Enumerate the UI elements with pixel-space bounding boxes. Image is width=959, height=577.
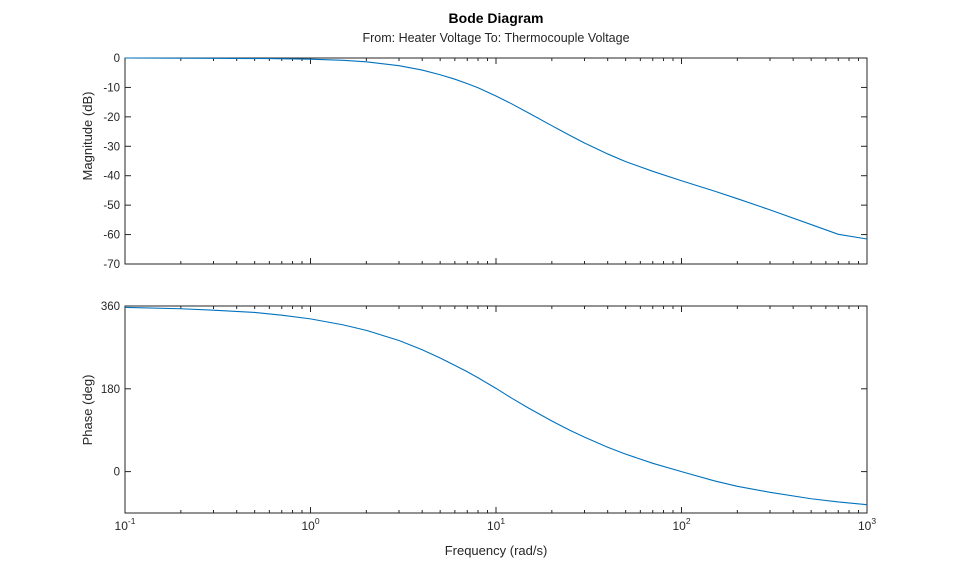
frequency-tick-labels: 10-1 100 101 102 103 [115,516,877,533]
y-axis-label: Phase (deg) [80,375,95,446]
y-tick-label: 180 [101,384,120,396]
phase-panel: 360 180 0 Phase (deg) [80,301,868,514]
y-axis-label: Magnitude (dB) [80,92,95,181]
chart-subtitle: From: Heater Voltage To: Thermocouple Vo… [362,31,630,45]
x-axis-label: Frequency (rad/s) [445,543,548,558]
chart-title: Bode Diagram [448,10,544,26]
x-tick-exponent: 3 [871,516,876,526]
y-tick-label: -20 [103,112,120,124]
y-tick-label: -10 [103,82,120,94]
x-tick-label: 102 [672,516,690,533]
x-tick-label: 100 [301,516,319,533]
x-tick-label: 103 [858,516,876,533]
x-tick-exponent: 0 [315,516,320,526]
y-tick-label: -60 [103,230,120,242]
x-tick-label: 101 [487,516,505,533]
y-tick-label: 0 [114,467,120,479]
series-line [124,57,868,240]
y-tick-label: -40 [103,171,120,183]
x-tick-exponent: 1 [500,516,505,526]
y-tick-label: -50 [103,200,120,212]
x-tick-base: 10 [858,519,872,533]
axes-box [124,305,868,514]
y-tick-label: -30 [103,141,120,153]
x-tick-exponent: -1 [128,516,136,526]
y-tick-label: -70 [103,259,120,271]
x-tick-base: 10 [672,519,686,533]
axes-box [124,57,868,265]
x-tick-base: 10 [487,519,501,533]
x-tick-exponent: 2 [686,516,691,526]
y-tick-label: 360 [101,301,120,313]
x-tick-base: 10 [115,519,129,533]
y-tick-label: 0 [114,53,120,65]
magnitude-panel: 0 -10 -20 -30 -40 -50 -60 -70 Magnitude (dB) [80,53,868,271]
series-line [124,306,868,506]
x-tick-base: 10 [301,519,315,533]
x-tick-label: 10-1 [115,516,136,533]
